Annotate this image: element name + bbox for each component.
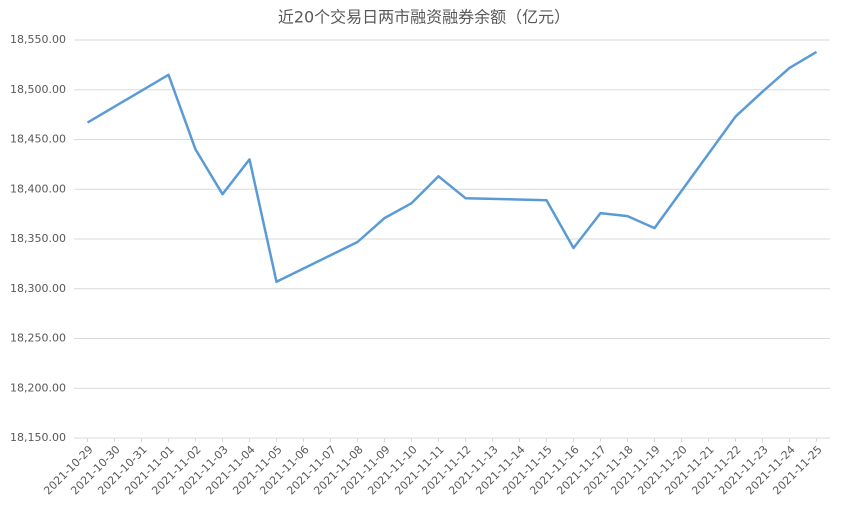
y-tick-label: 18,250.00 — [10, 332, 66, 345]
y-tick-label: 18,550.00 — [10, 33, 66, 46]
data-line — [86, 50, 818, 284]
chart-title: 近20个交易日两市融资融券余额（亿元） — [278, 8, 570, 27]
y-tick-label: 18,350.00 — [10, 232, 66, 245]
y-tick-label: 18,200.00 — [10, 381, 66, 394]
y-tick-label: 18,150.00 — [10, 431, 66, 444]
y-tick-label: 18,400.00 — [10, 182, 66, 195]
y-tick-label: 18,500.00 — [10, 83, 66, 96]
y-tick-label: 18,450.00 — [10, 133, 66, 146]
y-tick-label: 18,300.00 — [10, 282, 66, 295]
